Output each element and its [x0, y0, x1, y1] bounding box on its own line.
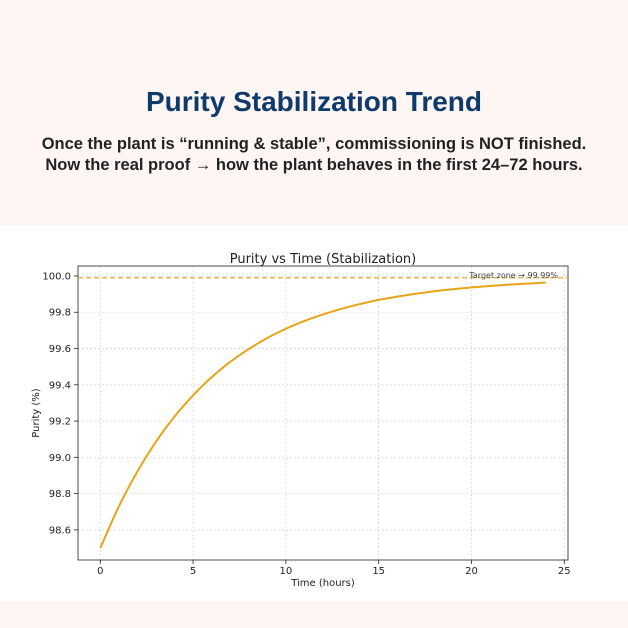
- page-title: Purity Stabilization Trend: [145, 86, 483, 117]
- subtitle-block: Once the plant is “running & stable”, co…: [0, 134, 628, 176]
- y-tick-label: 98.8: [49, 489, 71, 500]
- x-tick-label: 15: [372, 566, 385, 577]
- purity-line: [99, 281, 546, 549]
- y-tick-label: 99.4: [49, 380, 71, 391]
- subtitle-line-1: Once the plant is “running & stable”, co…: [41, 135, 587, 153]
- y-axis-label: Purity (%): [31, 388, 42, 438]
- y-tick-label: 99.0: [49, 453, 71, 464]
- chart-title: Purity vs Time (Stabilization): [230, 252, 417, 267]
- chart-panel: 0 5 10 15 20 25 98.6 98.8 99.0 99.2 99.4 99.6 99.8 10…: [0, 225, 628, 601]
- y-tick-label: 99.6: [49, 344, 71, 355]
- target-label: Target zone → 99.99%: [468, 271, 558, 280]
- x-tick-label: 0: [97, 566, 103, 577]
- y-tick-label: 99.8: [49, 308, 71, 319]
- x-tick-label: 20: [465, 566, 478, 577]
- x-tick-label: 10: [280, 566, 293, 577]
- x-tick-label: 25: [558, 566, 571, 577]
- subtitle-line-2: Now the real proof → how the plant behav…: [45, 156, 583, 174]
- x-axis-label: Time (hours): [290, 578, 355, 589]
- y-tick-label: 100.0: [42, 271, 71, 282]
- y-tick-label: 98.6: [49, 525, 71, 536]
- plot-frame: [77, 265, 569, 561]
- y-tick-label: 99.2: [49, 417, 71, 428]
- footer-band: [0, 601, 628, 628]
- x-tick-label: 5: [190, 566, 196, 577]
- header: Purity Stabilization Trend Once the plan…: [0, 0, 628, 225]
- purity-chart: 0 5 10 15 20 25 98.6 98.8 99.0 99.2 99.4 99.6 99.8 10…: [31, 252, 571, 589]
